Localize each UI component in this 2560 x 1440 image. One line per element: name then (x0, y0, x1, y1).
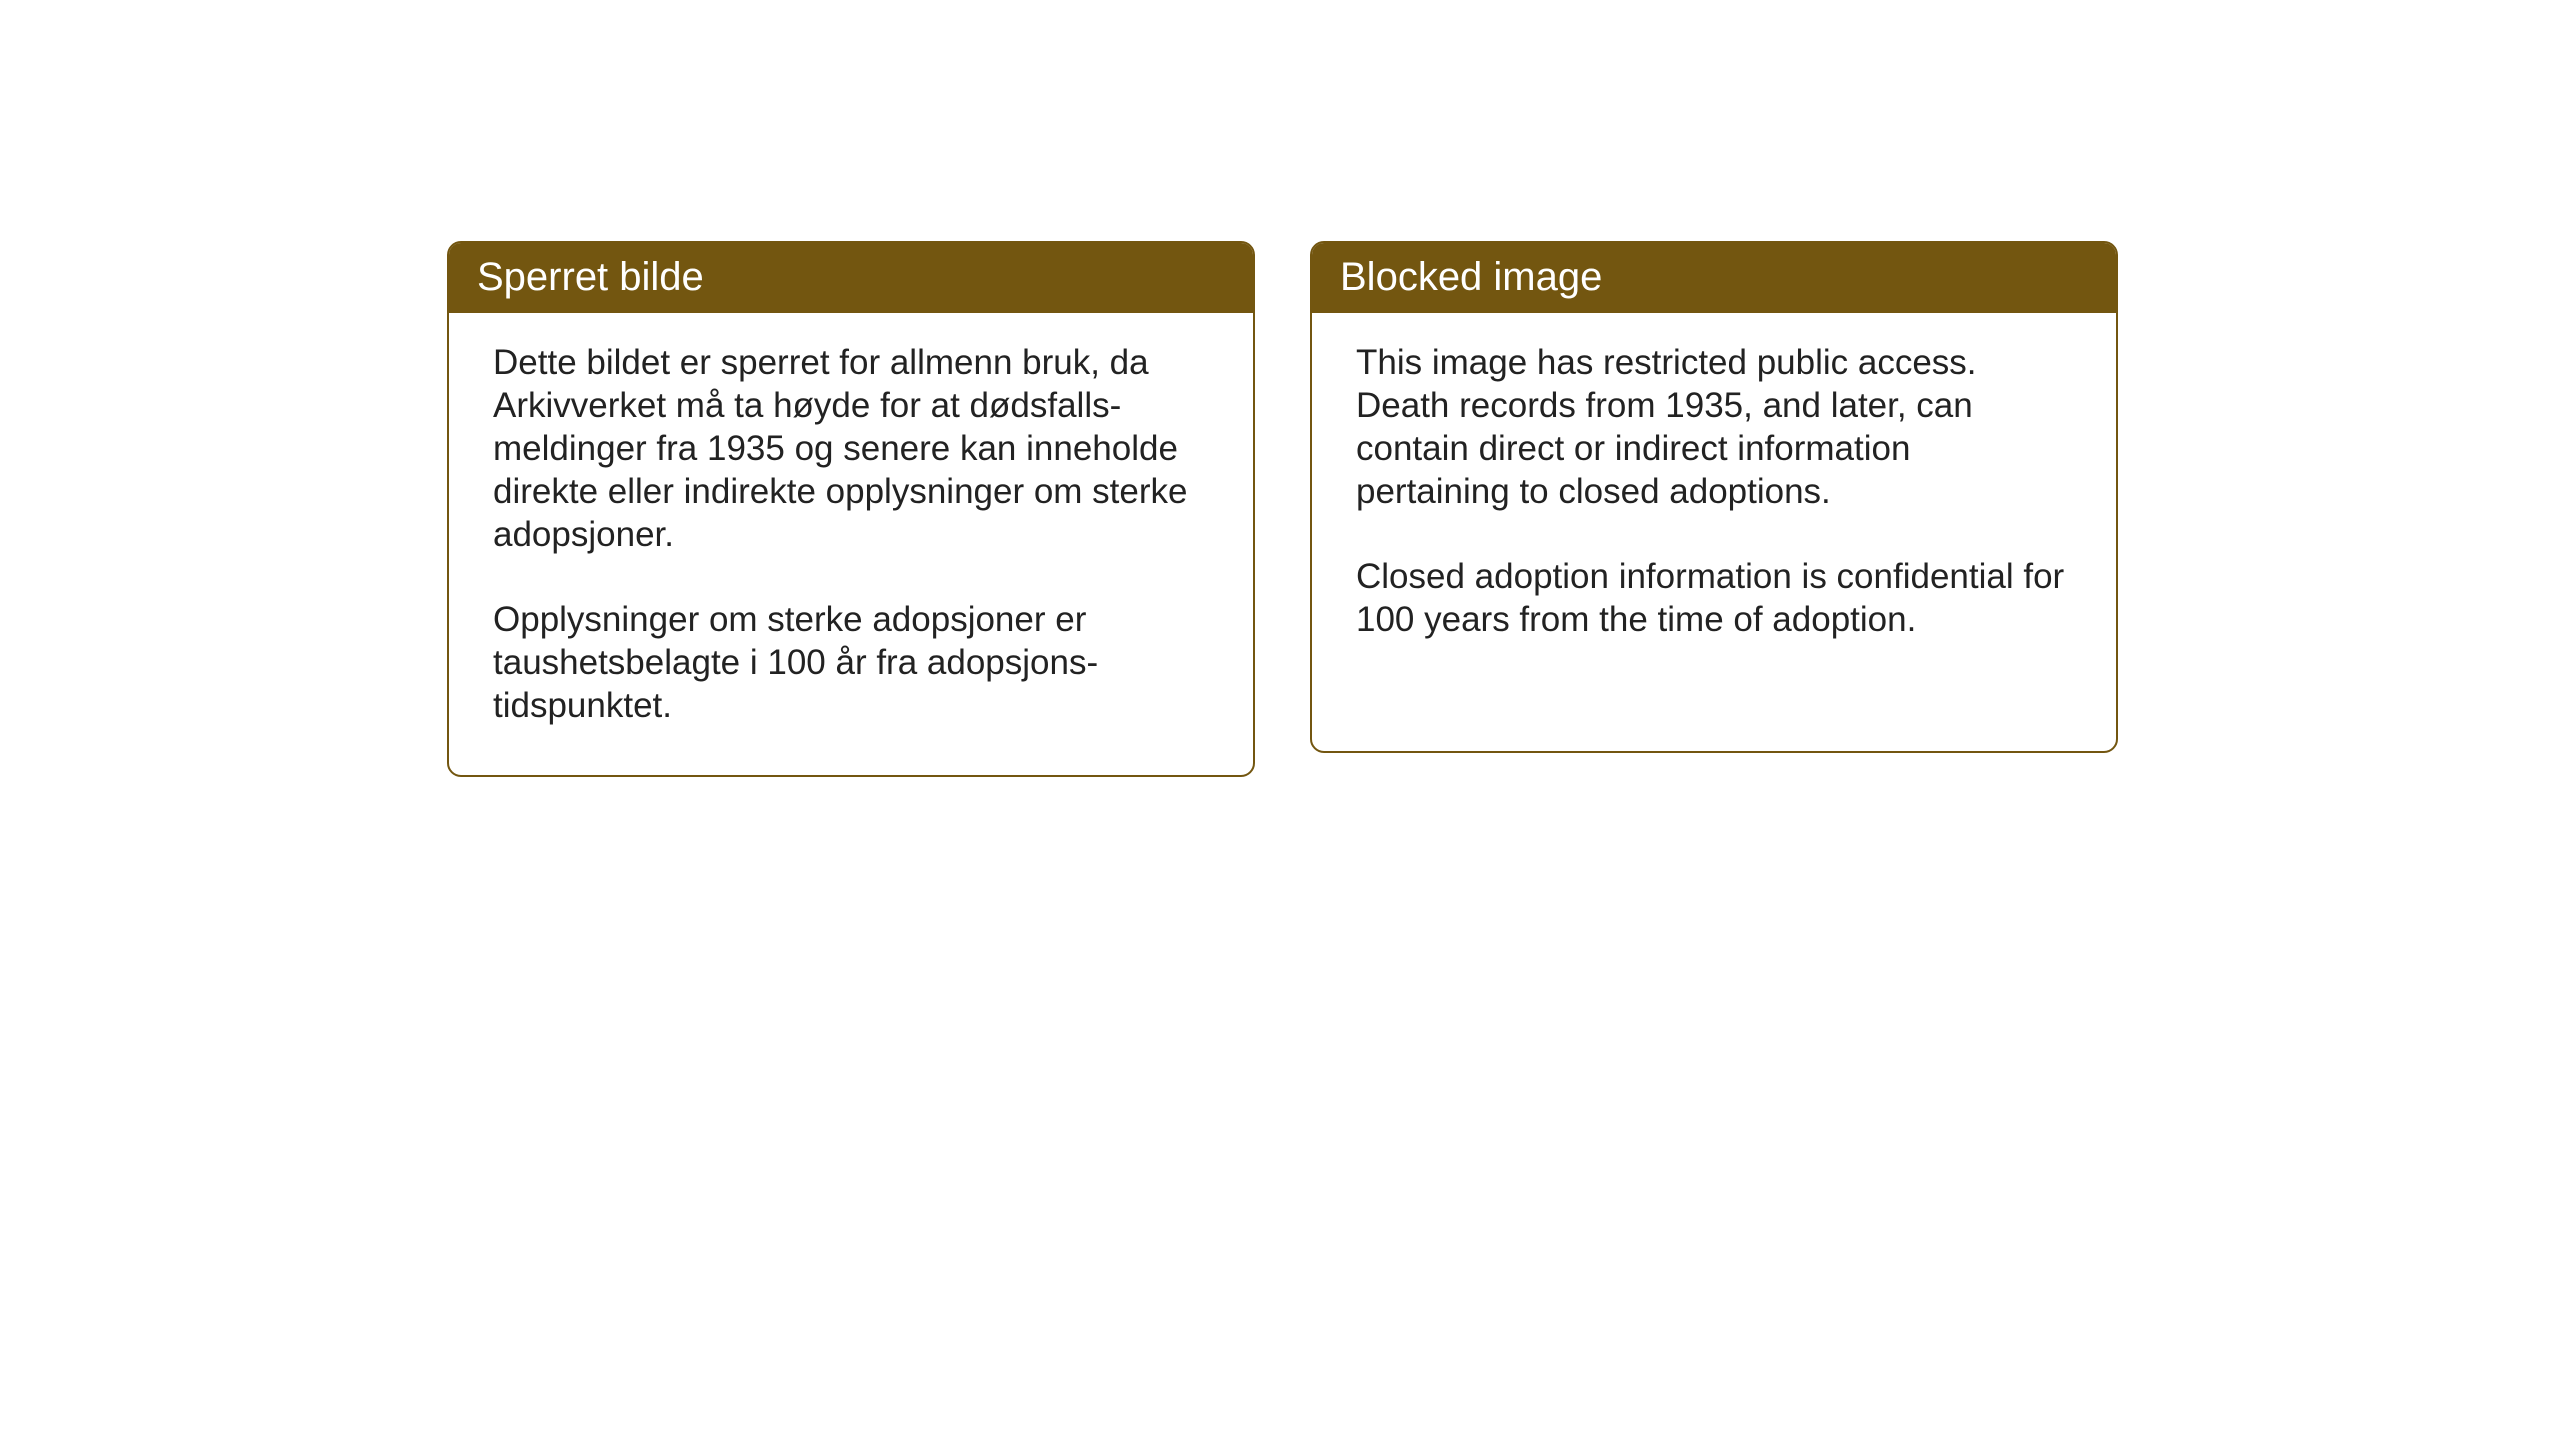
norwegian-notice-body: Dette bildet er sperret for allmenn bruk… (449, 313, 1253, 775)
norwegian-notice-card: Sperret bilde Dette bildet er sperret fo… (447, 241, 1255, 777)
norwegian-paragraph-2: Opplysninger om sterke adopsjoner er tau… (493, 598, 1209, 727)
norwegian-paragraph-1: Dette bildet er sperret for allmenn bruk… (493, 341, 1209, 556)
notice-container: Sperret bilde Dette bildet er sperret fo… (447, 241, 2118, 777)
english-paragraph-2: Closed adoption information is confident… (1356, 555, 2072, 641)
norwegian-notice-title: Sperret bilde (449, 243, 1253, 313)
english-paragraph-1: This image has restricted public access.… (1356, 341, 2072, 513)
english-notice-body: This image has restricted public access.… (1312, 313, 2116, 731)
english-notice-title: Blocked image (1312, 243, 2116, 313)
english-notice-card: Blocked image This image has restricted … (1310, 241, 2118, 753)
